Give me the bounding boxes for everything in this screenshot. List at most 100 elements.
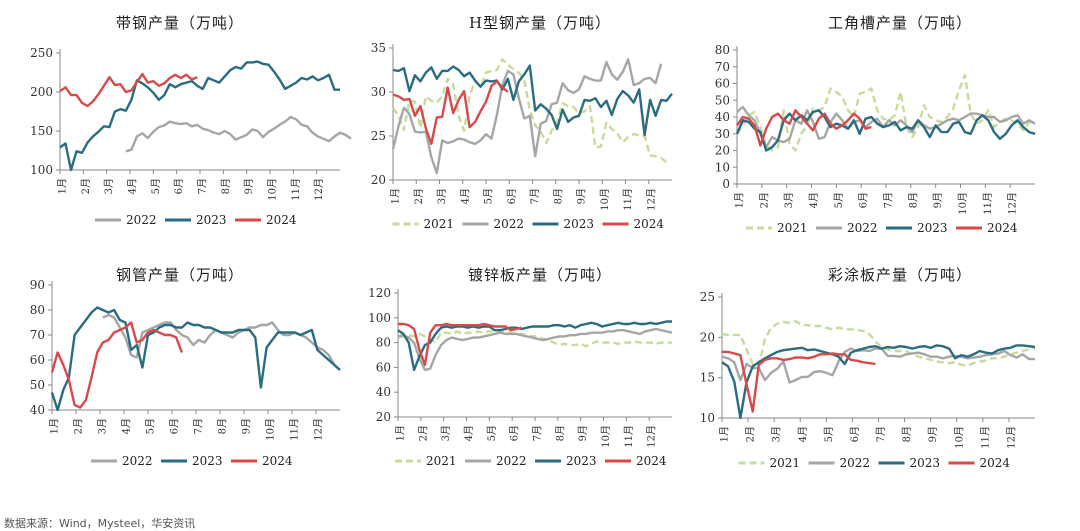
y-tick-label: 200 bbox=[30, 85, 53, 99]
y-tick-label: 20 bbox=[700, 330, 715, 344]
x-tick-label: 10月 bbox=[600, 425, 612, 448]
series-line-2021 bbox=[392, 58, 668, 164]
x-tick-label: 10月 bbox=[265, 418, 277, 441]
y-tick-label: 250 bbox=[30, 46, 53, 60]
y-tick-label: 15 bbox=[700, 371, 715, 385]
y-tick-label: 80 bbox=[30, 303, 45, 317]
series-line-2024 bbox=[398, 322, 522, 367]
x-tick-label: 8月 bbox=[217, 418, 229, 434]
x-tick-label: 9月 bbox=[576, 188, 588, 204]
x-tick-label: 4月 bbox=[797, 426, 809, 442]
legend-label: 2023 bbox=[917, 221, 948, 235]
series-line-2021 bbox=[721, 320, 1036, 367]
y-tick-label: 100 bbox=[30, 163, 53, 177]
y-tick-label: 100 bbox=[368, 311, 391, 325]
x-tick-label: 3月 bbox=[771, 426, 783, 442]
series-line-2021 bbox=[397, 330, 672, 348]
x-tick-label: 7月 bbox=[532, 425, 544, 441]
x-tick-label: 10月 bbox=[599, 188, 611, 211]
x-tick-label: 9月 bbox=[927, 426, 939, 442]
chart-svg: 20 40 60 80 100 120 1月 2月 3月 4月 5月 6月 7月 8月 9月 10月 11月 12… bbox=[368, 286, 673, 468]
series-line-2024 bbox=[722, 350, 876, 413]
legend-label: 2024 bbox=[262, 454, 293, 468]
x-tick-label: 8月 bbox=[901, 426, 913, 442]
y-tick-label: 40 bbox=[30, 403, 45, 417]
chart-panel-4: 钢管产量（万吨） 40 50 60 70 80 90 1月 2月 3月 4月 5月 6月 7月 8月 9月 10… bbox=[0, 252, 360, 502]
x-tick-label: 12月 bbox=[1005, 426, 1017, 449]
chart-svg: 40 50 60 70 80 90 1月 2月 3月 4月 5月 6月 7月 8月 9月 10月 11月 12月 2… bbox=[30, 278, 341, 468]
legend-label: 2022 bbox=[126, 213, 157, 227]
x-tick-label: 4月 bbox=[459, 188, 471, 204]
x-tick-label: 10月 bbox=[267, 178, 279, 201]
x-tick-label: 3月 bbox=[440, 425, 452, 441]
y-tick-label: 120 bbox=[368, 286, 391, 300]
series-line-2023 bbox=[50, 306, 341, 412]
x-tick-label: 5月 bbox=[486, 425, 498, 441]
x-tick-label: 3月 bbox=[97, 418, 109, 434]
x-tick-label: 2月 bbox=[417, 425, 429, 441]
series-line-2024 bbox=[50, 321, 184, 409]
x-tick-label: 8月 bbox=[554, 425, 566, 441]
y-tick-label: 25 bbox=[371, 129, 386, 143]
series-line-2023 bbox=[397, 320, 672, 372]
x-tick-label: 6月 bbox=[173, 178, 185, 194]
legend-label: 2021 bbox=[770, 456, 801, 470]
x-tick-label: 5月 bbox=[833, 192, 845, 208]
x-tick-label: 12月 bbox=[313, 418, 325, 441]
x-tick-label: 6月 bbox=[506, 188, 518, 204]
legend-label: 2023 bbox=[566, 454, 597, 468]
y-tick-label: 40 bbox=[715, 110, 730, 124]
x-tick-label: 8月 bbox=[907, 192, 919, 208]
x-tick-label: 5月 bbox=[150, 178, 162, 194]
legend-label: 2021 bbox=[424, 217, 455, 231]
legend-label: 2024 bbox=[980, 456, 1011, 470]
series-line-2022 bbox=[125, 115, 352, 153]
x-tick-label: 2月 bbox=[80, 178, 92, 194]
y-tick-label: 50 bbox=[30, 378, 45, 392]
y-tick-label: 35 bbox=[371, 41, 386, 55]
x-tick-label: 3月 bbox=[436, 188, 448, 204]
legend-label: 2024 bbox=[636, 454, 667, 468]
x-tick-label: 11月 bbox=[982, 192, 994, 215]
chart-panel-1: 带钢产量（万吨） 100 150 200 250 1月 2月 3月 4月 5月 6月 7月 8月 9月 10… bbox=[0, 0, 360, 250]
chart-title: 彩涂板产量（万吨） bbox=[827, 266, 972, 284]
x-tick-label: 5月 bbox=[145, 418, 157, 434]
x-tick-label: 11月 bbox=[979, 426, 991, 449]
x-tick-label: 10月 bbox=[953, 426, 965, 449]
series-line-2022 bbox=[391, 58, 663, 175]
chart-panel-5: 镀锌板产量（万吨） 20 40 60 80 100 120 1月 2月 3月 4月 5月 6月 7月 8月 9… bbox=[360, 252, 720, 502]
y-tick-label: 60 bbox=[30, 353, 45, 367]
x-tick-label: 11月 bbox=[289, 418, 301, 441]
chart-svg: 10 15 20 25 1月 2月 3月 4月 5月 6月 7月 8月 9月 10月 11月 12月 2021 2… bbox=[700, 290, 1036, 470]
x-tick-label: 3月 bbox=[783, 192, 795, 208]
y-tick-label: 0 bbox=[722, 177, 730, 191]
legend-label: 2021 bbox=[426, 454, 457, 468]
x-tick-label: 9月 bbox=[241, 418, 253, 434]
x-tick-label: 5月 bbox=[823, 426, 835, 442]
series-line-2022 bbox=[397, 327, 673, 372]
y-tick-label: 10 bbox=[715, 160, 730, 174]
chart-svg: 0 10 20 30 40 50 60 70 80 1月 2月 3月 4月 5月 6月 7月 8月 9月 10月 11… bbox=[715, 43, 1036, 235]
legend-label: 2023 bbox=[192, 454, 223, 468]
x-tick-label: 11月 bbox=[622, 188, 634, 211]
chart-panel-2: H型钢产量（万吨） 20 25 30 35 1月 2月 3月 4月 5月 6月 7月 8月 9月 10月 11… bbox=[360, 0, 720, 250]
y-tick-label: 150 bbox=[30, 124, 53, 138]
y-tick-label: 90 bbox=[30, 278, 45, 292]
legend-label: 2022 bbox=[122, 454, 153, 468]
x-tick-label: 5月 bbox=[483, 188, 495, 204]
x-tick-label: 4月 bbox=[808, 192, 820, 208]
x-tick-label: 7月 bbox=[193, 418, 205, 434]
x-tick-label: 6月 bbox=[169, 418, 181, 434]
x-tick-label: 6月 bbox=[858, 192, 870, 208]
legend-label: 2023 bbox=[564, 217, 595, 231]
x-tick-label: 4月 bbox=[463, 425, 475, 441]
chart-title: 钢管产量（万吨） bbox=[115, 266, 244, 284]
x-tick-label: 4月 bbox=[121, 418, 133, 434]
x-tick-label: 9月 bbox=[577, 425, 589, 441]
x-tick-label: 1月 bbox=[395, 425, 407, 441]
legend-label: 2022 bbox=[840, 456, 871, 470]
x-tick-label: 6月 bbox=[509, 425, 521, 441]
series-line-2023 bbox=[721, 344, 1036, 420]
x-tick-label: 3月 bbox=[103, 178, 115, 194]
legend-label: 2023 bbox=[196, 213, 227, 227]
